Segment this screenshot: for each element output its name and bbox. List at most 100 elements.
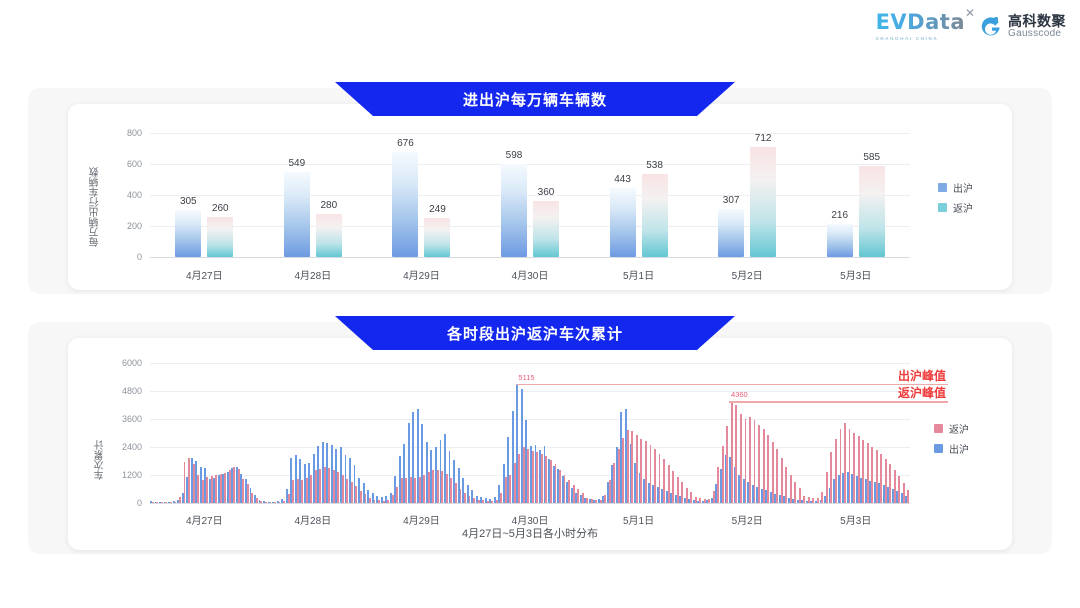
chart-2-bar-out (475, 495, 478, 503)
chart-2-bar-ret (274, 502, 276, 503)
chart-2-bar-ret (188, 457, 190, 503)
chart-2-x-tick: 4月28日 (294, 516, 332, 527)
chart-2-title-ribbon: 各时段出沪返沪车次累计 (335, 316, 735, 350)
chart-2-bar-out (534, 444, 537, 503)
chart-1-bar-value: 598 (505, 150, 523, 162)
chart-1-bar-value: 260 (211, 202, 229, 214)
chart-2-bar-ret (898, 475, 901, 503)
chart-2-bar-ret (215, 475, 218, 503)
chart-2-bar-ret (414, 477, 417, 503)
chart-2-bar-out (520, 389, 523, 503)
chart-2-bar-ret (454, 483, 457, 503)
chart-2-bar-out (285, 488, 288, 503)
chart-1-group: 307 712 (693, 133, 802, 257)
chart-2-bar-out (801, 500, 804, 503)
chart-2-bar-ret (174, 501, 177, 503)
chart-2-bar-ret (563, 475, 566, 503)
chart-1-legend-swatch (938, 203, 947, 212)
chart-2-bar-ret (685, 487, 688, 503)
chart-1-bar-返沪 (424, 218, 451, 257)
chart-2-bar-ret (387, 499, 390, 503)
chart-2-bar-ret (364, 494, 367, 503)
chart-2-bar-out (665, 490, 668, 503)
chart-2-bar-ret (613, 462, 616, 503)
chart-2-bar-ret (599, 499, 602, 503)
chart-2-bar-out (222, 474, 225, 503)
logo-group: EVData ✕ SHANGHAI CHINA 高科数聚 Gausscode (876, 6, 1066, 41)
chart-2-bar-out (150, 500, 152, 503)
chart-1-x-tick: 5月1日 (623, 271, 655, 282)
chart-1-legend-item-返沪[interactable]: 返沪 (938, 200, 973, 215)
chart-2-y-tick: 1200 (121, 470, 142, 480)
chart-2-legend: 返沪 出沪 (934, 421, 969, 456)
chart-2-peak-label: 返沪峰值 (897, 386, 946, 401)
chart-1-bar-value: 585 (863, 152, 881, 164)
chart-2-gridline (150, 363, 910, 364)
chart-2-bar-ret (346, 478, 349, 503)
chart-2-bar-out (394, 475, 397, 503)
chart-2-bar-ret (536, 452, 539, 503)
chart-2-bar-out (516, 383, 519, 503)
chart-2-bar-ret (667, 464, 670, 503)
chart-2-bar-out (362, 482, 365, 503)
chart-2-bar-out (765, 490, 768, 503)
chart-2-bar-out (860, 477, 863, 503)
chart-2-bar-ret (491, 500, 494, 503)
chart-2-bar-ret (776, 449, 779, 503)
chart-2-bar-ret (717, 467, 720, 503)
chart-2-gridline (150, 391, 910, 392)
chart-2-bar-out (303, 463, 306, 503)
chart-2-bar-out (778, 495, 781, 503)
chart-2-bar-out (805, 500, 808, 503)
chart-2-bar-ret (862, 440, 865, 503)
chart-1-gridline (150, 133, 910, 134)
chart-2-bar-ret (432, 470, 435, 503)
chart-2-bar-out (552, 466, 555, 503)
chart-2-legend-item-返沪[interactable]: 返沪 (934, 421, 969, 436)
chart-2-bar-out (557, 469, 560, 503)
chart-2-bar-out (878, 483, 881, 503)
chart-2-bar-ret (369, 498, 371, 503)
chart-2-x-tick: 4月29日 (403, 516, 440, 527)
chart-2-bar-ret (640, 438, 643, 503)
chart-2-bar-out (575, 492, 578, 503)
chart-2-x-tick: 4月30日 (511, 516, 549, 527)
chart-1-bar-返沪 (858, 166, 885, 257)
chart-2-bar-out (674, 494, 677, 503)
chart-1-bar-value: 280 (320, 199, 338, 211)
chart-2-bar-out (317, 446, 320, 503)
chart-1-group: 305 260 (150, 133, 259, 257)
chart-1-gridline (150, 226, 910, 227)
chart-1-bar-出沪 (283, 171, 310, 257)
chart-1-legend-swatch (938, 183, 947, 192)
chart-2-bar-out (615, 446, 618, 503)
chart-2-bar-ret (604, 495, 607, 503)
chart-2-bar-ret (893, 469, 896, 503)
chart-2-bar-ret (382, 500, 385, 503)
chart-1-bar-返沪 (532, 201, 559, 257)
chart-2-gridline (150, 503, 910, 504)
chart-2-bar-ret (540, 454, 543, 503)
chart-2-legend-item-出沪[interactable]: 出沪 (934, 441, 969, 456)
gausscode-text: 高科数聚 Gausscode (1008, 14, 1066, 39)
chart-2-bar-ret (296, 478, 299, 503)
chart-1-x-tick: 4月27日 (185, 271, 223, 282)
chart-2-bar-out (855, 475, 858, 503)
chart-2-bar-out (466, 485, 469, 503)
chart-2-bar-out (593, 499, 596, 503)
chart-2-bar-out (756, 486, 759, 503)
chart-2-bar-ret (518, 454, 521, 503)
chart-2-bar-out (398, 456, 401, 503)
chart-2-bar-out (588, 498, 591, 503)
chart-2-bar-ret (156, 502, 159, 503)
chart-1-bar-value: 676 (397, 138, 414, 150)
chart-2-bar-ret (332, 469, 335, 503)
chart-2-bar-out (688, 499, 691, 503)
chart-2-bar-ret (242, 479, 245, 503)
chart-2-bar-out (729, 456, 731, 503)
chart-2-bar-ret (445, 473, 448, 503)
chart-2-bar-ret (712, 490, 715, 503)
chart-2-bar-ret (690, 492, 693, 503)
chart-1-y-tick: 800 (126, 128, 142, 138)
chart-1-legend-item-出沪[interactable]: 出沪 (938, 180, 973, 195)
